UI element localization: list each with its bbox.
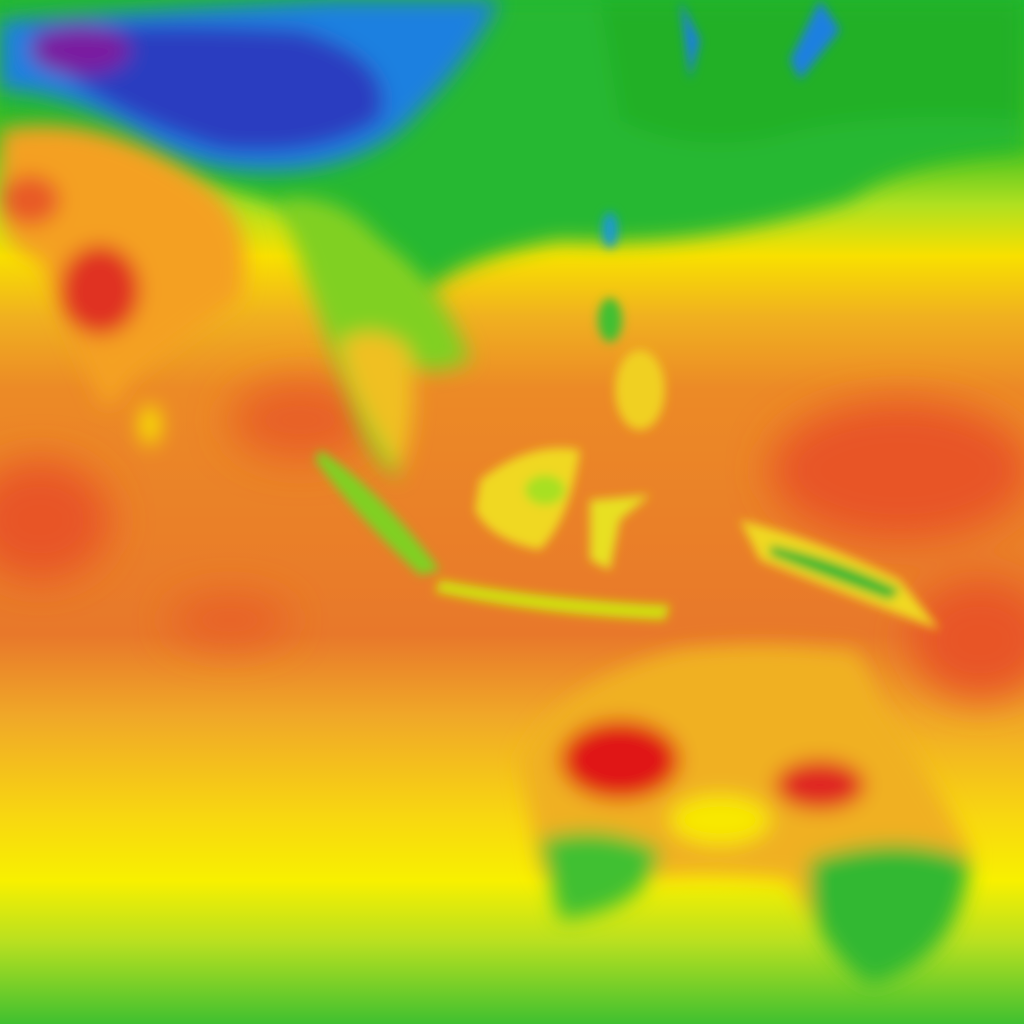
islands	[315, 212, 940, 630]
hot-zones	[0, 380, 1024, 700]
southeast-asia	[280, 198, 470, 481]
japan-coast	[680, 0, 840, 80]
tibetan-plateau	[0, 0, 500, 172]
india	[0, 125, 245, 445]
australia	[520, 645, 970, 985]
